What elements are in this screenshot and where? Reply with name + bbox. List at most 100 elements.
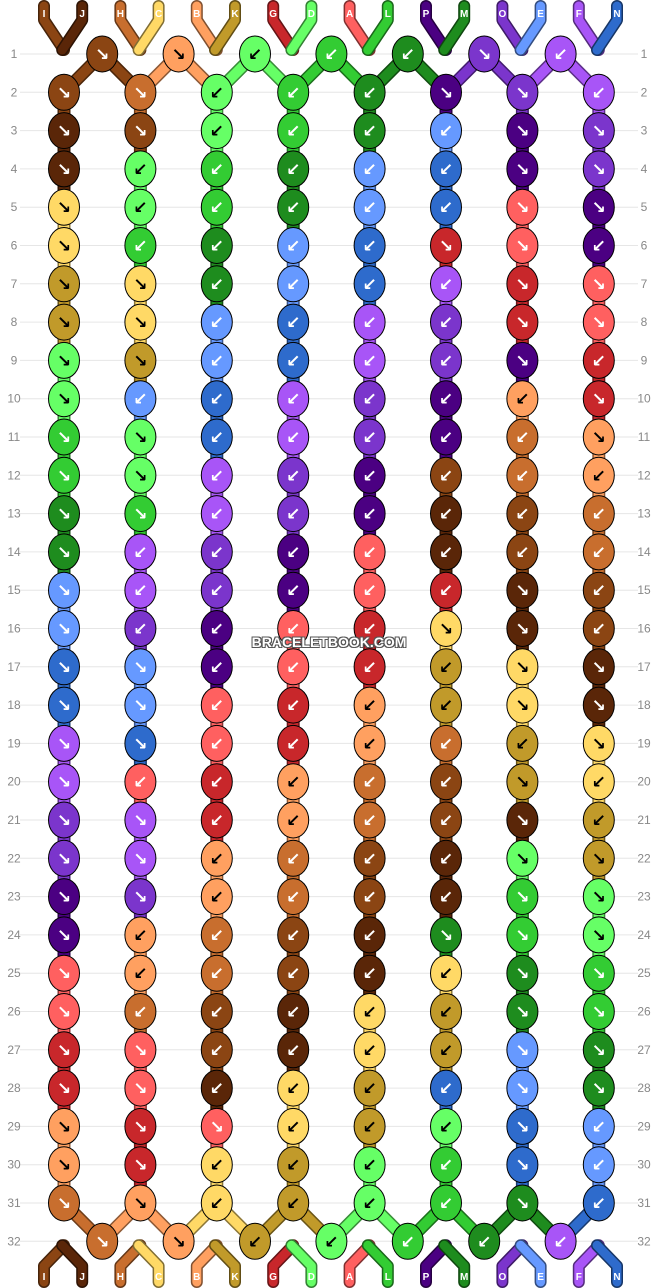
knot: ↙ (200, 763, 233, 801)
knot-oval (506, 648, 539, 686)
knot-oval (353, 150, 386, 188)
knot: ↘ (582, 839, 615, 877)
arrow-down-right-icon: ↘ (515, 198, 529, 218)
arrow-down-left-icon: ↙ (324, 1232, 338, 1252)
knot-oval (124, 495, 157, 533)
knot: ↘ (124, 112, 157, 150)
arrow-down-left-icon: ↙ (362, 773, 376, 793)
arrow-down-left-icon: ↙ (210, 926, 224, 946)
knot: ↙ (277, 303, 310, 341)
arrow-down-right-icon: ↘ (57, 734, 71, 754)
arrow-down-right-icon: ↘ (57, 1117, 71, 1137)
string-label-top: K (231, 9, 239, 20)
knot-oval (48, 571, 80, 609)
string-top (286, 1, 316, 55)
string-top (192, 1, 222, 55)
knot: ↙ (430, 265, 462, 303)
knot: ↙ (277, 380, 310, 418)
knot-oval (124, 73, 157, 111)
string-bottom (39, 1240, 69, 1287)
arrow-down-left-icon: ↙ (439, 773, 453, 793)
knot: ↙ (544, 1222, 577, 1260)
knot-oval (353, 495, 386, 533)
arrow-down-left-icon: ↙ (362, 351, 376, 371)
string-label-top: B (193, 9, 200, 20)
arrow-down-right-icon: ↘ (592, 964, 606, 984)
arrow-down-left-icon: ↙ (286, 122, 300, 142)
string-label-top: C (155, 9, 162, 20)
knot-oval (430, 839, 462, 877)
knot-oval (582, 380, 615, 418)
knot-oval (48, 341, 80, 379)
knot: ↙ (315, 1222, 348, 1260)
arrow-down-right-icon: ↘ (133, 1156, 147, 1176)
row-number-left: 20 (7, 775, 21, 789)
knot: ↙ (277, 495, 310, 533)
knot: ↙ (353, 380, 386, 418)
knot: ↙ (430, 724, 462, 762)
knot-oval (48, 1107, 80, 1145)
knot-oval (48, 1069, 80, 1107)
knot-oval (200, 1184, 233, 1222)
knot-oval (582, 341, 615, 379)
string-label-bottom: J (79, 1272, 85, 1283)
knot: ↙ (124, 993, 157, 1030)
arrow-down-right-icon: ↘ (515, 1079, 529, 1099)
knot-oval (48, 1146, 80, 1184)
row-number-right: 1 (641, 47, 648, 61)
knot-oval (430, 916, 462, 954)
knot-oval (582, 1069, 615, 1107)
knot-oval (48, 610, 80, 647)
knot-oval (506, 303, 539, 341)
knot: ↘ (86, 1222, 119, 1260)
knot: ↘ (582, 380, 615, 418)
knot-oval (277, 456, 310, 494)
arrow-down-right-icon: ↘ (133, 811, 147, 831)
arrow-down-right-icon: ↘ (57, 160, 71, 180)
knot-oval (48, 801, 80, 839)
knot: ↙ (430, 1069, 462, 1107)
arrow-down-left-icon: ↙ (286, 160, 300, 180)
string-label-bottom: M (460, 1272, 468, 1283)
knot: ↘ (48, 763, 80, 801)
knot: ↙ (277, 571, 310, 609)
knot: ↘ (124, 1031, 157, 1069)
arrow-down-right-icon: ↘ (133, 849, 147, 869)
string-label-top: M (460, 9, 468, 20)
knot-oval (200, 1146, 233, 1184)
arrow-down-right-icon: ↘ (592, 1079, 606, 1099)
knot: ↘ (582, 993, 615, 1030)
knot-oval (430, 456, 462, 494)
knot-oval (48, 1184, 80, 1222)
string-label-bottom: O (499, 1272, 507, 1283)
knot: ↙ (200, 73, 233, 111)
knot-oval (506, 610, 539, 647)
arrow-down-left-icon: ↙ (210, 849, 224, 869)
arrow-down-right-icon: ↘ (592, 122, 606, 142)
arrow-down-left-icon: ↙ (401, 45, 415, 65)
knot: ↙ (353, 303, 386, 341)
arrow-down-left-icon: ↙ (553, 45, 567, 65)
arrow-down-left-icon: ↙ (439, 313, 453, 333)
string-label-top: L (385, 9, 391, 20)
knot: ↙ (582, 341, 615, 379)
knot: ↙ (277, 73, 310, 111)
knot: ↘ (124, 303, 157, 341)
knot: ↙ (582, 456, 615, 494)
arrow-down-left-icon: ↙ (439, 390, 453, 410)
knot: ↙ (200, 724, 233, 762)
arrow-down-right-icon: ↘ (95, 1232, 109, 1252)
knot: ↙ (353, 839, 386, 877)
knot-oval (124, 1069, 157, 1107)
knot-oval (506, 150, 539, 188)
knot-oval (506, 73, 539, 111)
arrow-down-left-icon: ↙ (133, 964, 147, 984)
knot-oval (200, 73, 233, 111)
knot: ↙ (582, 610, 615, 647)
knot-oval (353, 1069, 386, 1107)
knot: ↙ (430, 571, 462, 609)
arrow-down-right-icon: ↘ (515, 696, 529, 716)
knot: ↙ (124, 227, 157, 264)
knot: ↙ (200, 418, 233, 456)
knot: ↙ (582, 801, 615, 839)
